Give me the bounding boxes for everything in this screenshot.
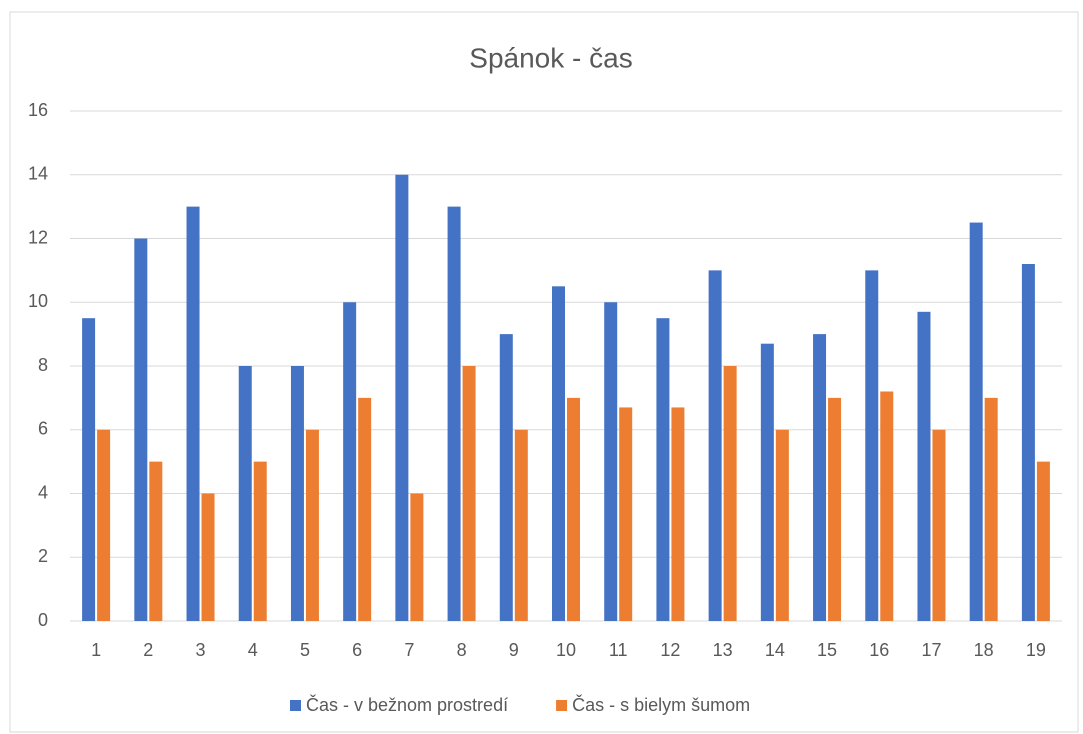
x-tick-label: 7 (404, 640, 414, 660)
y-tick-label: 6 (38, 419, 48, 439)
bar (656, 318, 670, 621)
bar (813, 334, 827, 621)
legend-label: Čas - s bielym šumom (572, 694, 750, 715)
bar (253, 461, 267, 621)
x-tick-label: 9 (509, 640, 519, 660)
x-tick-label: 17 (921, 640, 941, 660)
bar (880, 391, 894, 621)
bar (97, 429, 111, 621)
x-tick-label: 12 (660, 640, 680, 660)
x-tick-label: 19 (1026, 640, 1046, 660)
legend-swatch (290, 700, 301, 711)
y-tick-label: 2 (38, 546, 48, 566)
bar (149, 461, 163, 621)
x-tick-label: 6 (352, 640, 362, 660)
x-tick-label: 15 (817, 640, 837, 660)
y-tick-label: 12 (28, 227, 48, 247)
x-tick-label: 14 (765, 640, 785, 660)
bar (358, 397, 372, 621)
bar (290, 366, 304, 621)
y-tick-label: 0 (38, 610, 48, 630)
x-tick-label: 16 (869, 640, 889, 660)
bar (1021, 264, 1035, 621)
x-tick-label: 3 (196, 640, 206, 660)
y-tick-label: 16 (28, 100, 48, 120)
bar (671, 407, 685, 621)
bar (619, 407, 633, 621)
x-tick-label: 18 (974, 640, 994, 660)
bar (760, 343, 774, 621)
x-tick-label: 1 (91, 640, 101, 660)
bar (343, 302, 357, 621)
bar (395, 174, 409, 621)
bar (865, 270, 879, 621)
x-tick-label: 5 (300, 640, 310, 660)
bar (186, 206, 200, 621)
bar (462, 366, 476, 621)
bar (305, 429, 319, 621)
y-tick-label: 14 (28, 164, 48, 184)
bar (499, 334, 513, 621)
chart-title: Spánok - čas (469, 42, 632, 73)
bar (932, 429, 946, 621)
bar (917, 311, 931, 621)
bar (514, 429, 528, 621)
x-tick-label: 11 (609, 640, 628, 660)
bar (604, 302, 618, 621)
bar (567, 397, 580, 621)
y-tick-label: 10 (28, 291, 48, 311)
bar (1036, 461, 1050, 621)
x-tick-label: 8 (457, 640, 467, 660)
x-tick-label: 2 (143, 640, 153, 660)
bar (201, 493, 215, 621)
bar (552, 286, 565, 621)
bar (775, 429, 789, 621)
bar (969, 222, 983, 621)
bar (723, 366, 737, 621)
bar (410, 493, 424, 621)
bar (708, 270, 722, 621)
x-tick-label: 4 (248, 640, 258, 660)
bar (828, 397, 842, 621)
bar (447, 206, 461, 621)
legend-label: Čas - v bežnom prostredí (306, 694, 508, 715)
bar (984, 397, 998, 621)
y-tick-label: 4 (38, 482, 48, 502)
x-tick-label: 13 (713, 640, 733, 660)
y-tick-label: 8 (38, 355, 48, 375)
bar (134, 238, 148, 621)
bar (82, 318, 96, 621)
bar (238, 366, 252, 621)
legend-swatch (556, 700, 568, 711)
x-tick-label: 10 (556, 640, 576, 660)
